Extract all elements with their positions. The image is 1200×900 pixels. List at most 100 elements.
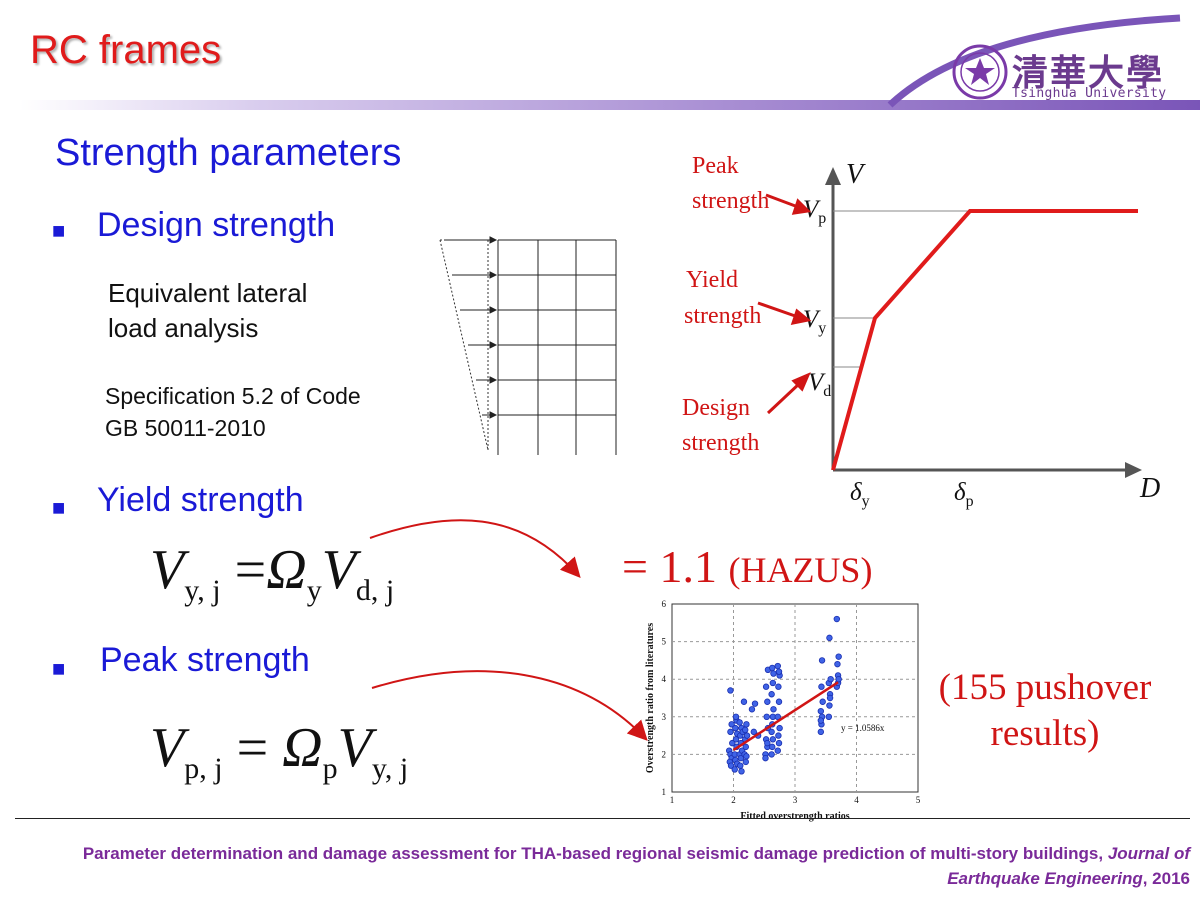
data-point: [819, 698, 826, 705]
yield-arrow: [369, 519, 581, 578]
label-pointer-arrows: [757, 193, 812, 415]
data-point: [743, 721, 750, 728]
data-point: [774, 747, 781, 754]
x-tick-label: 2: [731, 795, 736, 805]
note-line-2: results): [990, 713, 1100, 755]
data-point: [742, 743, 749, 751]
y-tick-labels: 1 2 3 4 5 6: [662, 599, 667, 797]
data-point: [769, 736, 777, 743]
yield-label-line-2: strength: [684, 303, 761, 329]
spec-line-2: GB 50011-2010: [105, 415, 266, 442]
method-line-1: Equivalent lateral: [108, 278, 308, 308]
data-point: [826, 634, 833, 642]
data-point: [835, 675, 842, 683]
eq-sub: d, j: [355, 574, 395, 608]
data-point: [728, 721, 735, 728]
eq-equals: =: [234, 539, 267, 601]
citation-text: Parameter determination and damage asses…: [82, 844, 1108, 863]
eq-v: V: [150, 717, 185, 779]
data-point: [732, 724, 739, 732]
ratio-source: (HAZUS): [728, 550, 873, 590]
data-point: [770, 670, 777, 677]
data-point: [775, 698, 783, 705]
peak-arrow: [371, 670, 648, 741]
bullet-icon: ■: [52, 218, 66, 243]
data-point: [742, 758, 749, 766]
logo-english-text: Tsinghua University: [1012, 86, 1167, 101]
data-point: [762, 683, 770, 690]
x-tick-label: 3: [793, 795, 798, 805]
data-point: [737, 762, 744, 769]
x-axis-label: Fitted overstrength ratios: [740, 811, 849, 822]
eq-sub: p: [322, 752, 338, 786]
y-tick-label: 1: [662, 787, 667, 797]
data-point: [768, 691, 775, 698]
data-point: [768, 728, 775, 736]
yield-equation: Vy, j =ΩyVd, j: [150, 538, 394, 608]
eq-sub: y, j: [184, 574, 221, 608]
data-point: [727, 687, 734, 694]
yield-ratio-value: = 1.1 (HAZUS): [622, 540, 872, 593]
eq-omega: Ω: [282, 717, 323, 779]
y-tick-label: 4: [662, 674, 667, 684]
v-axis-label: V: [846, 159, 866, 190]
bullet-icon: ■: [52, 656, 66, 681]
data-point: [818, 657, 826, 664]
data-point: [743, 753, 750, 760]
y-tick-label: 5: [662, 637, 667, 647]
data-point: [732, 713, 740, 720]
data-point: [748, 706, 756, 713]
eq-v: V: [321, 539, 356, 601]
design-strength-label: Design strength: [97, 206, 336, 244]
data-point: [818, 683, 825, 690]
data-point: [740, 698, 748, 705]
spec-text: Specification 5.2 of Code GB 50011-2010: [105, 380, 361, 444]
data-point: [817, 717, 825, 724]
x-tick-label: 1: [670, 795, 675, 805]
data-point: [736, 719, 743, 726]
design-label-line-2: strength: [682, 430, 759, 456]
data-point: [764, 698, 771, 705]
pushover-note: (155 pushover results): [925, 665, 1165, 758]
logo-swoosh: [887, 14, 1181, 108]
x-tick-label: 5: [916, 795, 921, 805]
logo-chinese-text: 清華大學: [1012, 52, 1165, 94]
peak-strength-label: Peak strength: [100, 641, 310, 679]
d-axis-label: D: [1139, 473, 1160, 504]
data-point: [741, 726, 749, 734]
data-point: [774, 662, 781, 670]
note-line-1: (155 pushover: [938, 667, 1152, 708]
data-point: [817, 728, 825, 736]
eq-v: V: [150, 539, 185, 601]
spec-line-1: Specification 5.2 of Code: [105, 383, 361, 409]
peak-equation: Vp, j = ΩpVy, j: [150, 716, 408, 786]
citation-year: , 2016: [1142, 868, 1190, 888]
data-point: [775, 683, 782, 690]
bullet-icon: ■: [52, 495, 66, 520]
y-tick-label: 2: [662, 749, 667, 759]
section-heading: Strength parameters: [55, 132, 402, 174]
plot-area: [671, 603, 919, 793]
data-point: [776, 724, 783, 732]
y-tick-label: 3: [662, 712, 667, 722]
eq-v: V: [337, 717, 372, 779]
frame-lateral-load-diagram: [439, 236, 617, 455]
data-point: [835, 653, 842, 660]
data-point: [751, 700, 759, 707]
delta-y-label: δy: [850, 479, 870, 510]
delta-p-label: δp: [954, 479, 974, 510]
data-point: [727, 762, 735, 769]
eq-omega: Ω: [266, 539, 307, 601]
d-axis-arrow-icon: [1125, 462, 1142, 478]
method-text: Equivalent lateral load analysis: [108, 276, 307, 346]
data-point: [770, 706, 777, 713]
frame-grid: [497, 239, 617, 455]
tsinghua-logo: [887, 14, 1181, 108]
y-tick-label: 6: [662, 599, 667, 609]
data-point: [826, 694, 834, 702]
data-point: [775, 732, 782, 739]
eq-sub: y: [306, 574, 322, 608]
data-point: [817, 707, 825, 715]
x-tick-label: 4: [854, 795, 859, 805]
